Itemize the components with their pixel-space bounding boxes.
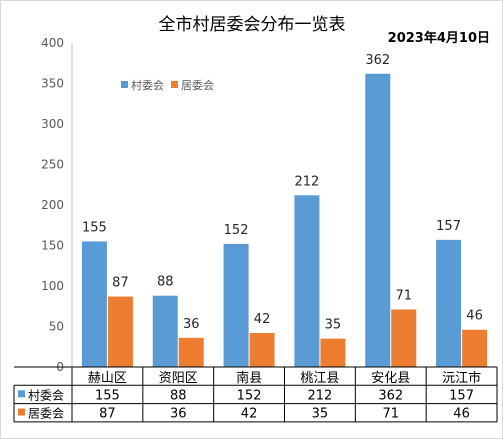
data-label: 42 bbox=[254, 312, 271, 327]
table-series-label: 村委会 bbox=[28, 388, 64, 402]
table-cell: 36 bbox=[170, 407, 187, 422]
table-cell: 71 bbox=[382, 407, 399, 422]
x-tick-label: 资阳区 bbox=[159, 371, 198, 386]
bar-村委会 bbox=[152, 295, 178, 367]
table-cell: 87 bbox=[99, 407, 116, 422]
bar-村委会 bbox=[294, 195, 320, 367]
bar-村委会 bbox=[436, 239, 462, 367]
legend: 村委会 居委会 bbox=[121, 78, 214, 92]
table-cell: 46 bbox=[453, 407, 470, 422]
y-tick-label: 300 bbox=[41, 117, 64, 131]
table-series-label: 居委会 bbox=[28, 407, 64, 421]
data-label: 71 bbox=[395, 288, 412, 303]
bar-居委会 bbox=[107, 296, 133, 367]
y-tick-label: 350 bbox=[41, 77, 64, 91]
x-tick-label: 沅江市 bbox=[442, 370, 481, 386]
table-legend-swatch bbox=[18, 390, 25, 398]
y-tick-label: 250 bbox=[41, 158, 64, 172]
data-label: 212 bbox=[295, 174, 320, 189]
bar-居委会 bbox=[462, 329, 488, 367]
table-cell: 212 bbox=[308, 388, 333, 403]
bar-村委会 bbox=[223, 243, 249, 367]
y-tick-label: 50 bbox=[49, 320, 64, 334]
x-tick-label: 安化县 bbox=[371, 371, 410, 386]
bar-居委会 bbox=[249, 332, 275, 367]
bar-居委会 bbox=[320, 338, 346, 367]
table-cell: 157 bbox=[449, 388, 474, 403]
data-label: 155 bbox=[82, 220, 107, 235]
data-label: 87 bbox=[112, 276, 129, 291]
data-label: 152 bbox=[224, 223, 249, 238]
data-label: 88 bbox=[157, 275, 174, 290]
data-label: 362 bbox=[365, 53, 390, 68]
y-tick-label: 100 bbox=[41, 279, 64, 293]
table-cell: 362 bbox=[378, 388, 403, 403]
chart-title: 全市村居委会分布一览表 bbox=[159, 15, 346, 35]
bar-居委会 bbox=[178, 337, 204, 367]
y-tick-label: 150 bbox=[41, 239, 64, 253]
table-cell: 155 bbox=[95, 388, 120, 403]
bar-村委会 bbox=[365, 73, 391, 367]
table-cell: 42 bbox=[241, 407, 258, 422]
x-tick-label: 桃江县 bbox=[300, 371, 339, 386]
table-cell: 152 bbox=[237, 388, 262, 403]
data-label: 46 bbox=[466, 309, 483, 324]
legend-label: 村委会 bbox=[131, 78, 164, 92]
data-label: 36 bbox=[183, 317, 200, 332]
x-tick-label: 赫山区 bbox=[88, 371, 127, 386]
table-cell: 88 bbox=[170, 388, 187, 403]
legend-swatch bbox=[171, 81, 178, 88]
legend-swatch bbox=[121, 81, 128, 88]
y-tick-label: 200 bbox=[41, 198, 64, 212]
bar-村委会 bbox=[81, 241, 107, 367]
x-tick-label: 南县 bbox=[236, 370, 262, 386]
data-label: 157 bbox=[436, 219, 461, 234]
bars: 155 87 88 36 152 42 212 35 362 71 157 46 bbox=[81, 53, 488, 367]
bar-居委会 bbox=[391, 309, 417, 367]
date-label: 2023年4月10日 bbox=[388, 30, 490, 46]
table-cell: 35 bbox=[312, 407, 329, 422]
data-label: 35 bbox=[325, 318, 342, 333]
legend-label: 居委会 bbox=[181, 79, 214, 92]
table-legend-swatch bbox=[18, 408, 25, 416]
y-tick-label: 400 bbox=[41, 36, 64, 50]
